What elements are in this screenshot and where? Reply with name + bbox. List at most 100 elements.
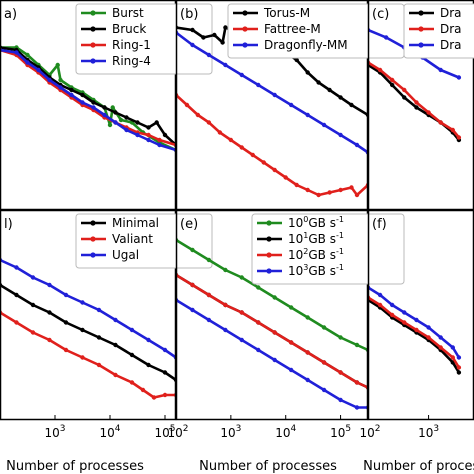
legend-label: Dra <box>440 6 462 20</box>
data-point <box>102 105 107 110</box>
series-line <box>368 286 461 359</box>
legend-marker <box>266 220 272 226</box>
x-tick-label: 103 <box>220 424 241 440</box>
data-point <box>305 350 310 355</box>
data-point <box>223 302 228 308</box>
panel-label: (f) <box>372 217 387 232</box>
data-point <box>354 342 360 348</box>
legend-box <box>75 3 213 75</box>
legend-marker <box>90 10 96 16</box>
data-point <box>190 27 195 33</box>
data-point <box>414 327 419 333</box>
data-point <box>402 310 407 315</box>
data-point <box>283 175 288 180</box>
data-point <box>223 25 228 30</box>
legend-marker <box>266 236 272 242</box>
series-dra <box>368 60 462 140</box>
legend-label: Valiant <box>112 232 153 246</box>
data-point <box>96 362 102 368</box>
data-point <box>390 82 395 88</box>
data-point <box>80 92 85 98</box>
data-point <box>157 142 162 148</box>
data-point <box>456 75 462 80</box>
series-blue <box>368 285 462 360</box>
data-point <box>456 355 462 360</box>
data-point <box>195 112 201 118</box>
legend-marker <box>418 26 424 32</box>
data-point <box>201 35 206 40</box>
data-point <box>135 120 140 125</box>
data-point <box>113 342 118 348</box>
data-point <box>239 72 244 78</box>
data-point <box>414 317 419 323</box>
data-point <box>316 80 321 85</box>
legend-marker <box>418 10 424 16</box>
series-ring-4 <box>0 47 176 153</box>
data-point <box>129 380 135 385</box>
series-line <box>368 63 460 141</box>
data-point <box>80 100 85 105</box>
data-point <box>377 67 383 73</box>
data-point <box>338 95 343 100</box>
legend-marker <box>90 252 96 258</box>
x-axis-label: Number of processes <box>199 459 337 474</box>
legend-marker <box>90 220 96 226</box>
legend-label: Dra <box>440 38 462 52</box>
legend-label: Fattree-M <box>264 22 321 36</box>
data-point <box>327 190 332 195</box>
data-point <box>217 130 223 135</box>
data-point <box>426 335 431 340</box>
data-point <box>438 120 443 125</box>
data-point <box>402 95 407 100</box>
panel-frame <box>175 209 369 421</box>
legend-marker <box>90 236 96 242</box>
x-tick-label: 105 <box>330 424 351 440</box>
data-point <box>272 167 277 173</box>
data-point <box>289 340 294 345</box>
panel-frame <box>0 209 177 421</box>
data-point <box>272 357 277 363</box>
data-point <box>63 347 69 353</box>
data-point <box>438 335 443 340</box>
data-point <box>91 105 96 110</box>
legend-label: Ugal <box>112 248 139 262</box>
data-point <box>146 337 151 343</box>
data-point <box>349 185 354 190</box>
data-point <box>47 282 52 288</box>
legend-label: 103GB s-1 <box>288 263 344 278</box>
data-point <box>113 110 118 115</box>
data-point <box>154 120 159 125</box>
data-point <box>107 122 113 128</box>
data-point <box>102 112 107 118</box>
data-point <box>113 372 118 378</box>
data-point <box>47 310 52 315</box>
data-point <box>30 275 36 280</box>
data-point <box>321 360 327 365</box>
series-line <box>0 48 176 147</box>
data-point <box>30 330 36 335</box>
data-point <box>162 392 168 398</box>
data-point <box>69 87 74 93</box>
data-point <box>190 282 195 288</box>
data-point <box>14 265 19 270</box>
data-point <box>223 62 228 68</box>
data-point <box>261 160 266 165</box>
data-point <box>190 42 195 48</box>
series-10-2-gb-s-1 <box>176 272 368 390</box>
data-point <box>239 337 244 343</box>
data-point <box>63 320 69 325</box>
series-line <box>0 258 176 359</box>
legend-marker <box>266 252 272 258</box>
data-point <box>289 305 294 310</box>
panel-label: a) <box>4 7 17 22</box>
data-point <box>190 247 195 253</box>
data-point <box>96 335 102 340</box>
x-tick-label: 102 <box>359 424 380 440</box>
x-tick-label: 104 <box>99 424 120 440</box>
legend-marker <box>90 42 96 48</box>
data-point <box>113 120 118 125</box>
data-point <box>456 135 462 140</box>
data-point <box>289 367 294 373</box>
x-tick-label: 104 <box>275 424 296 440</box>
data-point <box>47 77 52 83</box>
